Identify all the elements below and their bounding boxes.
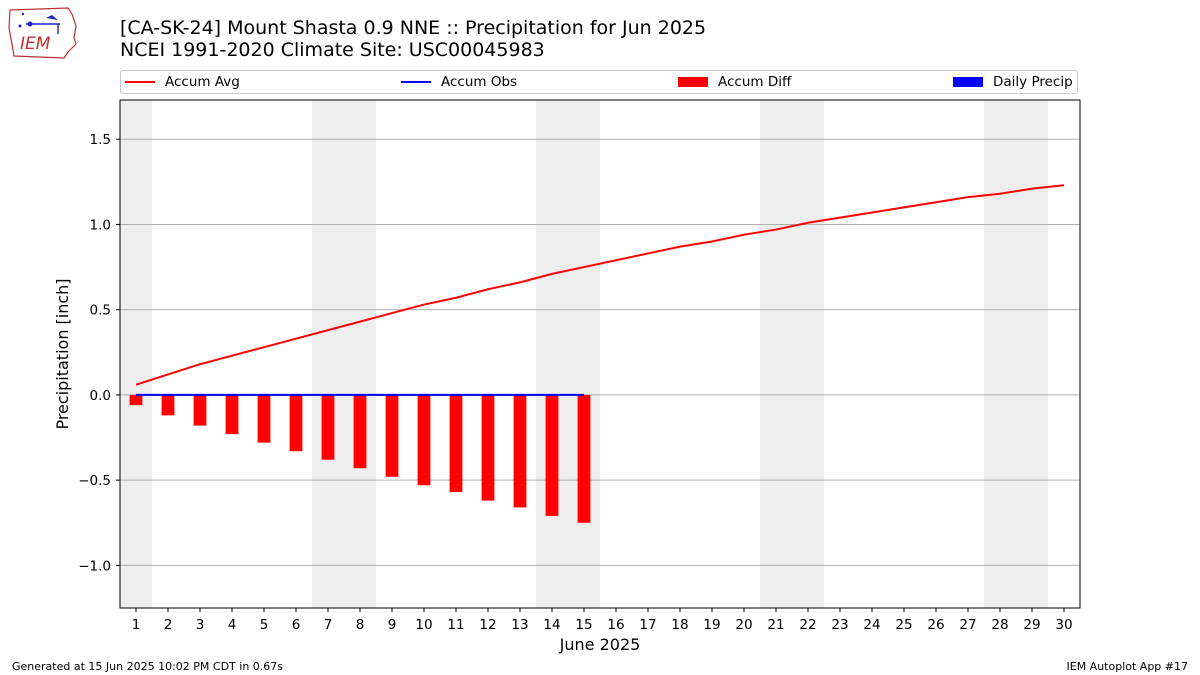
chart-title-line1: [CA-SK-24] Mount Shasta 0.9 NNE :: Preci… xyxy=(120,17,707,39)
bar-accum-diff xyxy=(545,394,559,516)
x-tick-label: 3 xyxy=(196,617,205,633)
y-tick-label: −1.0 xyxy=(78,558,111,574)
x-tick-label: 7 xyxy=(324,617,333,633)
bar-accum-diff xyxy=(193,394,207,426)
weather-symbols-icon xyxy=(18,12,60,34)
x-tick-label: 8 xyxy=(356,617,365,633)
bar-accum-diff xyxy=(577,394,591,523)
x-tick-label: 26 xyxy=(927,617,944,633)
legend-label-accum-diff: Accum Diff xyxy=(718,74,792,90)
y-tick-label: 1.5 xyxy=(90,132,111,148)
bar-accum-diff xyxy=(481,394,495,501)
weekend-shade xyxy=(120,100,152,608)
x-tick-label: 9 xyxy=(388,617,397,633)
chart-title-line2: NCEI 1991-2020 Climate Site: USC00045983 xyxy=(120,39,545,61)
bar-accum-diff xyxy=(385,394,399,477)
legend-swatch-accum-avg xyxy=(125,81,155,83)
legend-label-accum-obs: Accum Obs xyxy=(441,74,518,90)
y-tick-label: 1.0 xyxy=(90,217,111,233)
bar-accum-diff xyxy=(417,394,431,486)
weekend-shade xyxy=(792,100,824,608)
x-tick-label: 11 xyxy=(447,617,464,633)
y-tick-label: 0.0 xyxy=(90,388,111,404)
y-tick-label: −0.5 xyxy=(78,473,111,489)
bar-accum-diff xyxy=(129,394,143,406)
bar-accum-diff xyxy=(289,394,303,452)
plot-frame xyxy=(119,99,1081,609)
x-tick-label: 29 xyxy=(1023,617,1040,633)
weekend-shade xyxy=(312,100,344,608)
x-tick-label: 5 xyxy=(260,617,269,633)
x-tick-label: 13 xyxy=(511,617,528,633)
x-tick-label: 16 xyxy=(607,617,624,633)
x-tick-label: 25 xyxy=(895,617,912,633)
legend-swatch-accum-obs xyxy=(401,81,431,83)
x-tick-label: 27 xyxy=(959,617,976,633)
legend-item-daily-precip: Daily Precip xyxy=(953,71,1073,93)
x-tick-label: 23 xyxy=(831,617,848,633)
x-tick-label: 2 xyxy=(164,617,173,633)
line-accum-avg xyxy=(135,184,1065,386)
iem-logo-text: IEM xyxy=(20,34,51,54)
iowa-map-outline xyxy=(8,7,77,59)
x-tick-label: 28 xyxy=(991,617,1008,633)
y-axis-label: Precipitation [inch] xyxy=(53,278,72,429)
weekend-shade xyxy=(344,100,376,608)
bar-accum-diff xyxy=(513,394,527,508)
bar-accum-diff xyxy=(353,394,367,469)
x-tick-label: 24 xyxy=(863,617,880,633)
x-tick-label: 19 xyxy=(703,617,720,633)
bar-accum-diff xyxy=(225,394,239,435)
footer-generated-text: Generated at 15 Jun 2025 10:02 PM CDT in… xyxy=(12,660,284,673)
bar-accum-diff xyxy=(257,394,271,443)
legend-label-daily-precip: Daily Precip xyxy=(993,74,1073,90)
x-tick-label: 17 xyxy=(639,617,656,633)
legend-item-accum-obs: Accum Obs xyxy=(401,71,517,93)
iem-logo: IEM xyxy=(8,7,77,59)
chart-legend: Accum Avg Accum Obs Accum Diff Daily Pre… xyxy=(120,70,1078,94)
legend-label-accum-avg: Accum Avg xyxy=(165,74,240,90)
x-tick-label: 21 xyxy=(767,617,784,633)
x-tick-label: 1 xyxy=(132,617,141,633)
bar-accum-diff xyxy=(449,394,463,493)
x-tick-label: 18 xyxy=(671,617,688,633)
x-tick-label: 14 xyxy=(543,617,560,633)
weekend-shade xyxy=(1016,100,1048,608)
weekend-shade xyxy=(984,100,1016,608)
x-tick-label: 6 xyxy=(292,617,301,633)
legend-item-accum-avg: Accum Avg xyxy=(125,71,240,93)
x-tick-label: 12 xyxy=(479,617,496,633)
x-tick-label: 30 xyxy=(1055,617,1072,633)
y-tick-label: 0.5 xyxy=(90,303,111,319)
weekend-shade xyxy=(536,100,568,608)
chart-title: [CA-SK-24] Mount Shasta 0.9 NNE :: Preci… xyxy=(120,17,706,61)
weekend-shade xyxy=(760,100,792,608)
x-tick-label: 10 xyxy=(415,617,432,633)
x-axis-label: June 2025 xyxy=(559,635,641,654)
x-tick-label: 20 xyxy=(735,617,752,633)
weekend-shade xyxy=(568,100,600,608)
x-tick-label: 22 xyxy=(799,617,816,633)
legend-swatch-daily-precip xyxy=(953,77,983,87)
footer-app-label: IEM Autoplot App #17 xyxy=(1066,660,1189,673)
x-tick-label: 4 xyxy=(228,617,237,633)
legend-item-accum-diff: Accum Diff xyxy=(678,71,791,93)
x-tick-label: 15 xyxy=(575,617,592,633)
bar-accum-diff xyxy=(161,394,175,416)
legend-swatch-accum-diff xyxy=(678,77,708,87)
bar-accum-diff xyxy=(321,394,335,460)
